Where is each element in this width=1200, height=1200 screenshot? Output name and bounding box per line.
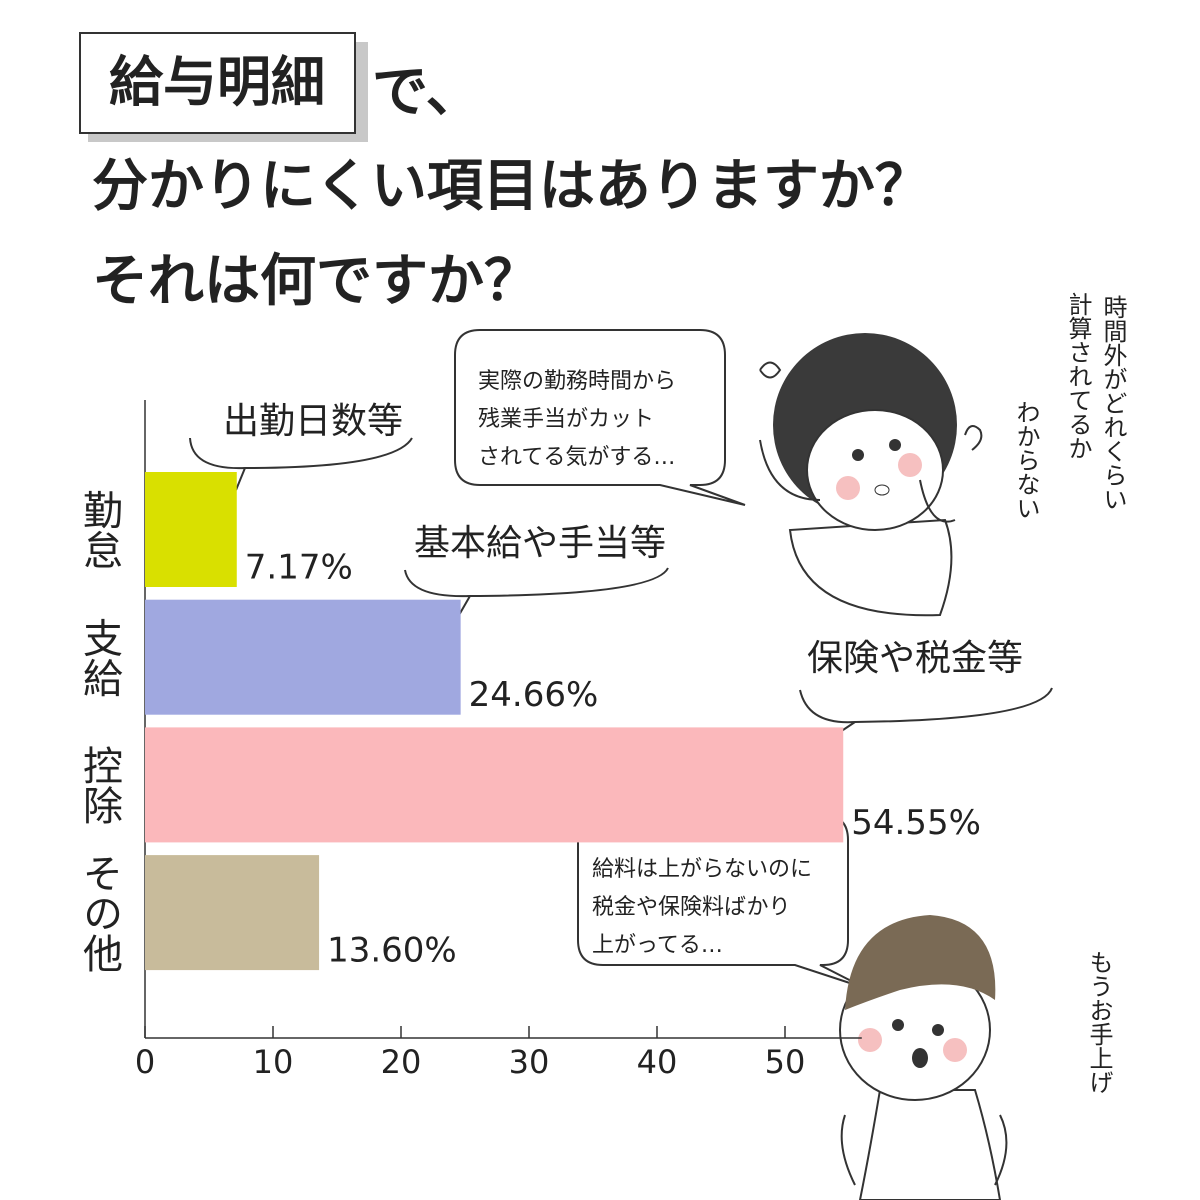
title-line: それは何ですか？ <box>92 249 540 314</box>
bar <box>145 599 461 715</box>
speech-bubble <box>454 329 746 506</box>
thought-text: 計算されてるか <box>1064 292 1092 460</box>
y-tick-label: 勤怠 <box>76 490 122 570</box>
callout-label: 保険や税金等 <box>807 638 1023 679</box>
speech-text: 残業手当がカット <box>478 407 654 432</box>
callout-label: 出勤日数等 <box>223 401 403 442</box>
x-tick-label: 50 <box>765 1043 806 1081</box>
thought-text: わからない <box>1012 400 1040 520</box>
thought-text: 時間外がどれくらい <box>1099 295 1127 511</box>
speech-text: 実際の勤務時間から <box>478 369 676 394</box>
x-tick-label: 20 <box>381 1043 422 1081</box>
bar <box>145 855 320 971</box>
value-label: 24.66% <box>469 675 599 715</box>
speech-text: 上がってる… <box>592 933 723 958</box>
bar <box>145 472 237 587</box>
speech-text: 給料は上がらないのに <box>592 857 812 882</box>
bar <box>145 727 844 843</box>
title-line: 分かりにくい項目はありますか？ <box>92 154 931 219</box>
title-line: で、 <box>372 60 482 125</box>
x-tick-label: 0 <box>135 1043 155 1081</box>
illustration-girl <box>759 333 983 617</box>
value-label: 7.17% <box>245 548 353 588</box>
x-tick-label: 30 <box>509 1043 550 1081</box>
callout-label: 基本給や手当等 <box>414 523 666 564</box>
title-box <box>79 32 356 134</box>
x-tick-label: 10 <box>253 1043 294 1081</box>
speech-text: されてる気がする… <box>478 445 675 470</box>
illustration-boy <box>839 915 1008 1200</box>
y-tick-label: 控除 <box>76 745 122 825</box>
x-tick-label: 40 <box>637 1043 678 1081</box>
title-highlight: 給与明細 <box>109 51 325 114</box>
y-tick-label: その他 <box>76 853 123 973</box>
speech-text: 税金や保険料ばかり <box>592 895 790 920</box>
callout-line <box>189 437 413 491</box>
value-label: 13.60% <box>327 931 457 971</box>
thought-text: もうお手上げ <box>1085 950 1113 1094</box>
y-tick-label: 支給 <box>76 617 122 697</box>
value-label: 54.55% <box>851 803 981 843</box>
